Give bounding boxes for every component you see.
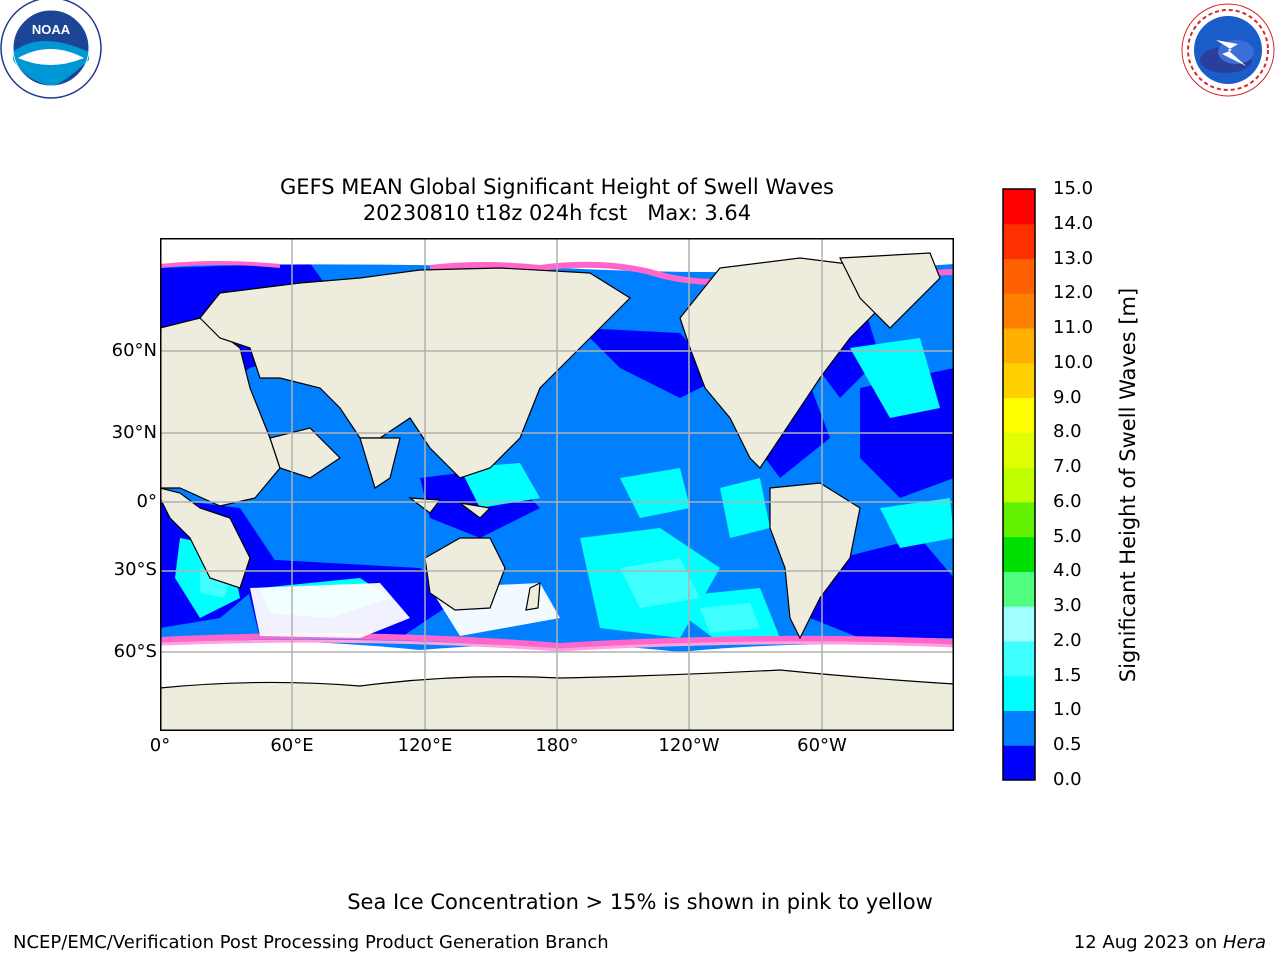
colorbar-segment [1003, 710, 1035, 746]
colorbar-segment [1003, 571, 1035, 607]
colorbar-tick-label: 1.0 [1053, 699, 1082, 721]
colorbar-tick-label: 7.0 [1053, 456, 1082, 478]
colorbar-segment [1003, 362, 1035, 399]
colorbar-segment [1003, 745, 1035, 781]
lat-label: 30°S [113, 559, 157, 580]
chart-title: GEFS MEAN Global Significant Height of S… [280, 175, 834, 199]
colorbar-tick-label: 1.5 [1053, 664, 1082, 686]
lon-label: 60°W [797, 735, 847, 756]
colorbar-segment [1003, 328, 1035, 364]
lon-label: 60°E [270, 735, 314, 756]
producer-credit: NCEP/EMC/Verification Post Processing Pr… [13, 932, 609, 953]
colorbar-tick-label: 3.0 [1053, 595, 1082, 617]
nws-logo [1180, 2, 1276, 98]
run-date-text: 12 Aug 2023 on [1073, 932, 1223, 953]
colorbar-tick-label: 10.0 [1053, 351, 1094, 373]
colorbar-tick-label: 4.0 [1053, 560, 1082, 582]
map-frame [160, 238, 954, 731]
colorbar-tick-label: 12.0 [1053, 282, 1094, 304]
colorbar-tick-label: 11.0 [1053, 317, 1094, 339]
colorbar-segment [1003, 675, 1035, 711]
colorbar-segment [1003, 189, 1035, 225]
colorbar-segment [1003, 397, 1035, 433]
colorbar-segment [1003, 293, 1035, 329]
colorbar-segment [1003, 536, 1035, 572]
colorbar [1002, 188, 1036, 781]
machine-name: Hera [1222, 932, 1266, 953]
swell-height-map [160, 238, 954, 731]
colorbar-segment [1003, 606, 1035, 642]
noaa-logo: NOAA [0, 0, 102, 99]
colorbar-tick-label: 6.0 [1053, 490, 1082, 512]
colorbar-tick-label: 2.0 [1053, 629, 1082, 651]
colorbar-tick-label: 0.0 [1053, 769, 1082, 790]
colorbar-tick-label: 8.0 [1053, 421, 1082, 443]
svg-text:NOAA: NOAA [32, 22, 71, 37]
lat-label: 30°N [111, 422, 157, 443]
colorbar-tick-label: 15.0 [1053, 178, 1094, 199]
lat-label: 60°S [113, 641, 157, 662]
lat-label: 60°N [111, 340, 157, 361]
colorbar-segment [1003, 640, 1035, 677]
colorbar-tick-label: 9.0 [1053, 386, 1082, 408]
colorbar-tick-label: 0.5 [1053, 734, 1082, 756]
colorbar-segment [1003, 432, 1035, 468]
colorbar-tick-label: 5.0 [1053, 525, 1082, 547]
lon-label: 120°W [658, 735, 720, 756]
colorbar-tick-label: 14.0 [1053, 212, 1094, 234]
colorbar-segment [1003, 501, 1035, 538]
lon-label: 0° [149, 735, 171, 756]
graticule [160, 238, 954, 731]
lon-label: 180° [535, 735, 579, 756]
sea-ice-note: Sea Ice Concentration > 15% is shown in … [347, 890, 933, 914]
colorbar-segment [1003, 223, 1035, 260]
colorbar-tick-label: 13.0 [1053, 247, 1094, 269]
colorbar-segment [1003, 467, 1035, 503]
colorbar-segment [1003, 258, 1035, 294]
lon-label: 120°E [397, 735, 453, 756]
colorbar-label: Significant Height of Swell Waves [m] [1116, 287, 1140, 683]
lat-label: 0° [136, 491, 157, 512]
chart-subtitle: 20230810 t18z 024h fcst Max: 3.64 [362, 201, 752, 225]
run-date: 12 Aug 2023 on Hera [1074, 932, 1266, 953]
